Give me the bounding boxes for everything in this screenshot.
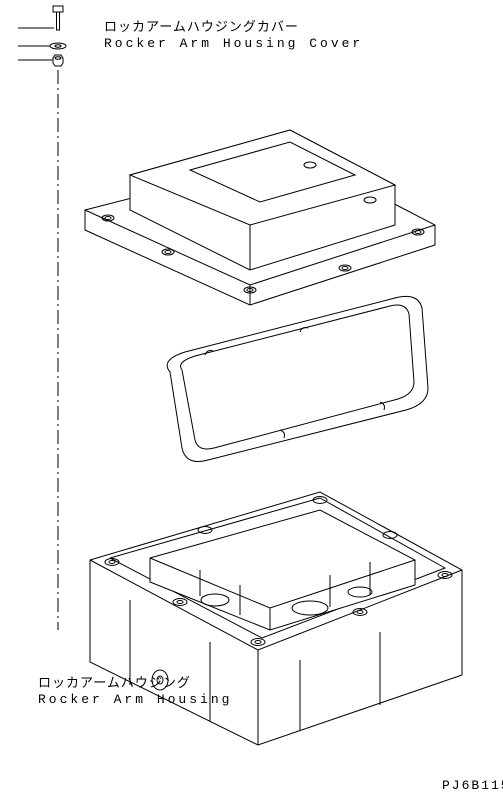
cover-label-jp: ロッカアームハウジングカバー [104, 20, 299, 36]
gasket-part [167, 296, 428, 461]
housing-label-en: Rocker Arm Housing [38, 692, 232, 708]
cover-label-en: Rocker Arm Housing Cover [104, 36, 363, 52]
cover-part [85, 130, 435, 305]
bolt-assembly [50, 6, 66, 66]
diagram-canvas: ロッカアームハウジングカバー Rocker Arm Housing Cover … [0, 0, 503, 797]
drawing-id: PJ6B115 [442, 778, 503, 794]
housing-label-jp: ロッカアームハウジング [38, 676, 191, 692]
